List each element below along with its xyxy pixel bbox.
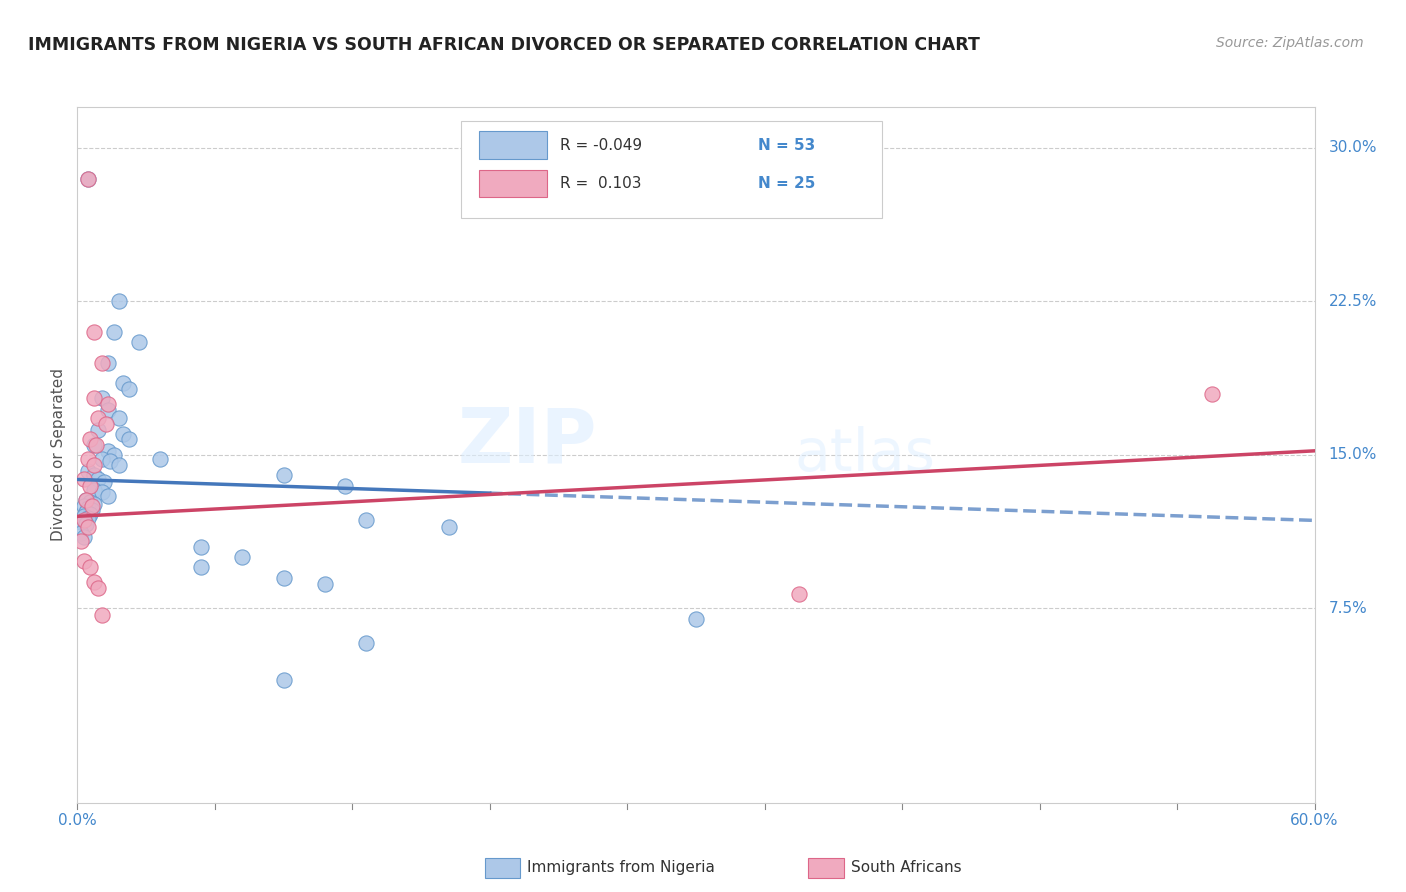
Point [76, 171, 98, 186]
Point [76, 519, 98, 533]
Point [354, 513, 377, 527]
Point [91, 356, 114, 370]
Point [103, 325, 125, 339]
Point [70, 525, 93, 540]
Point [111, 376, 134, 391]
Point [273, 468, 295, 483]
Point [75, 517, 97, 532]
Text: N = 25: N = 25 [758, 176, 815, 191]
Text: IMMIGRANTS FROM NIGERIA VS SOUTH AFRICAN DIVORCED OR SEPARATED CORRELATION CHART: IMMIGRANTS FROM NIGERIA VS SOUTH AFRICAN… [28, 36, 980, 54]
Point [79, 508, 101, 522]
Point [83, 458, 105, 472]
Point [97, 356, 120, 370]
Point [96, 417, 118, 432]
Point [231, 550, 253, 565]
Point [83, 483, 105, 497]
Point [76, 511, 98, 525]
Text: 30.0%: 30.0% [1329, 140, 1376, 155]
Y-axis label: Divorced or Separated: Divorced or Separated [51, 368, 66, 541]
Point [83, 438, 105, 452]
Point [97, 443, 120, 458]
Text: ZIP: ZIP [457, 404, 598, 478]
Text: Source: ZipAtlas.com: Source: ZipAtlas.com [1216, 36, 1364, 50]
Text: N = 53: N = 53 [758, 137, 815, 153]
Point [107, 458, 129, 472]
Point [91, 484, 114, 499]
Text: R = -0.049: R = -0.049 [560, 137, 643, 153]
Bar [479, 169, 547, 197]
Point [314, 577, 336, 591]
Point [87, 581, 110, 595]
Text: 0.0%: 0.0% [58, 813, 97, 828]
Point [72, 509, 94, 524]
Point [70, 533, 93, 548]
Point [72, 513, 94, 527]
Point [91, 452, 114, 467]
Point [87, 473, 110, 487]
Bar [461, 121, 882, 219]
Point [98, 454, 121, 468]
Point [72, 473, 94, 487]
Bar [479, 131, 547, 159]
Point [83, 497, 105, 511]
Point [83, 325, 105, 339]
Point [87, 411, 110, 425]
Point [79, 495, 101, 509]
Point [72, 530, 94, 544]
Point [80, 499, 103, 513]
Point [118, 383, 141, 397]
Point [93, 475, 115, 489]
Point [91, 391, 114, 405]
Text: 15.0%: 15.0% [1329, 448, 1376, 462]
Point [76, 501, 98, 516]
Point [103, 448, 125, 462]
Point [83, 574, 105, 589]
Point [75, 492, 97, 507]
Text: atlas: atlas [794, 426, 936, 483]
Text: Immigrants from Nigeria: Immigrants from Nigeria [527, 860, 716, 874]
Point [75, 492, 97, 507]
Point [273, 571, 295, 585]
Point [91, 607, 114, 622]
Point [685, 612, 707, 626]
Point [83, 468, 105, 483]
Point [149, 452, 172, 467]
Text: 60.0%: 60.0% [1291, 813, 1339, 828]
Point [97, 489, 120, 503]
Point [84, 438, 107, 452]
Point [70, 516, 93, 530]
Text: South Africans: South Africans [851, 860, 962, 874]
Point [128, 335, 150, 350]
Point [87, 423, 110, 437]
Point [190, 540, 212, 554]
Point [72, 554, 94, 568]
Point [107, 294, 129, 309]
Text: 22.5%: 22.5% [1329, 294, 1376, 309]
Point [76, 171, 98, 186]
Point [97, 403, 120, 417]
Point [1201, 386, 1223, 401]
Point [76, 452, 98, 467]
Text: 7.5%: 7.5% [1329, 601, 1368, 615]
Point [335, 478, 357, 492]
Point [437, 519, 460, 533]
Point [354, 636, 377, 650]
Point [72, 499, 94, 513]
Point [97, 397, 120, 411]
Point [107, 411, 129, 425]
Point [79, 478, 101, 492]
Point [79, 432, 101, 446]
Point [190, 560, 212, 574]
Point [118, 432, 141, 446]
Point [273, 673, 295, 687]
Point [76, 464, 98, 478]
Point [83, 391, 105, 405]
Point [111, 427, 134, 442]
Point [80, 503, 103, 517]
Point [75, 505, 97, 519]
Point [79, 560, 101, 574]
Text: R =  0.103: R = 0.103 [560, 176, 641, 191]
Point [787, 587, 810, 601]
